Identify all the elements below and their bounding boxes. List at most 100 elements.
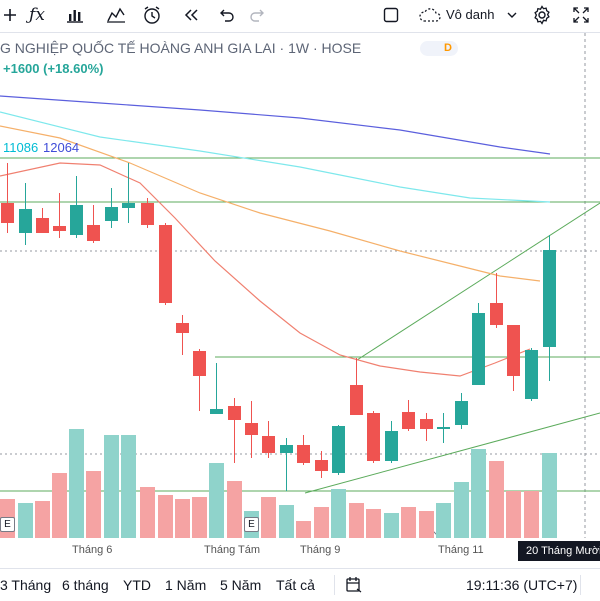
candle-body	[437, 427, 450, 429]
volume-bar	[279, 505, 294, 538]
earnings-event-marker[interactable]: E	[0, 517, 15, 532]
earnings-event-marker[interactable]: E	[244, 517, 259, 532]
candle-body	[367, 413, 380, 461]
volume-bar	[419, 511, 434, 538]
undo-icon[interactable]	[216, 4, 238, 26]
time-axis[interactable]: Tháng 6 Tháng Tám Tháng 9 Tháng 11 20 Th…	[0, 538, 600, 568]
volume-bar	[140, 487, 155, 538]
ma-line-cyan	[0, 111, 551, 203]
time-axis-label: Tháng 9	[300, 544, 341, 556]
volume-bar	[52, 473, 67, 538]
volume-bar	[366, 509, 381, 538]
candle-body	[141, 203, 154, 225]
candle-body	[472, 313, 485, 385]
compare-chart-icon[interactable]	[64, 4, 86, 26]
candle-body	[228, 406, 241, 420]
candle-body	[1, 203, 14, 223]
range-3-months[interactable]: 3 Tháng	[0, 577, 52, 593]
volume-bar	[192, 497, 207, 538]
indicators-fx-icon[interactable]: ƒx	[29, 5, 45, 25]
time-axis-label: Tháng 11	[438, 544, 484, 556]
volume-bar	[158, 495, 173, 538]
volume-bar	[331, 489, 346, 538]
volume-bar	[86, 471, 101, 538]
volume-bar	[454, 482, 469, 538]
expand-icon[interactable]	[570, 4, 592, 26]
date-range-icon[interactable]	[345, 576, 363, 599]
cloud-save-icon[interactable]	[417, 4, 443, 26]
candle-body	[36, 218, 49, 233]
crosshair-date-tag: 20 Tháng Mười	[518, 541, 600, 561]
volume-bar	[489, 461, 504, 538]
candle-body	[262, 436, 275, 453]
volume-bar	[18, 503, 33, 538]
replay-icon[interactable]	[180, 4, 202, 26]
gear-icon[interactable]	[530, 4, 554, 26]
volume-bar	[69, 429, 84, 538]
bottom-range-bar: 3 Tháng 6 tháng YTD 1 Năm 5 Năm Tất cả 1…	[0, 568, 600, 601]
volume-bar	[506, 491, 521, 538]
trend-line	[304, 412, 600, 494]
time-axis-label: Tháng 6	[72, 544, 113, 556]
candle-body	[525, 350, 538, 399]
chart-area[interactable]: G NGHIỆP QUỐC TẾ HOÀNG ANH GIA LAI · 1W …	[0, 33, 600, 538]
volume-bar	[349, 503, 364, 538]
top-toolbar: ƒx Vô danh	[0, 0, 600, 33]
candle-body	[176, 323, 189, 333]
range-ytd[interactable]: YTD	[123, 577, 151, 593]
candle-body	[159, 225, 172, 303]
candle-body	[70, 205, 83, 235]
plus-icon[interactable]	[0, 4, 20, 26]
clock-divider	[580, 575, 581, 595]
candle-body	[105, 207, 118, 221]
volume-bar	[436, 503, 451, 538]
candle-body	[507, 325, 520, 376]
volume-bar	[524, 491, 539, 538]
candle-body	[385, 431, 398, 461]
bar-chart-icon[interactable]	[104, 4, 128, 26]
volume-bar	[121, 435, 136, 538]
candle-body	[53, 226, 66, 231]
ma-value-cyan: 11086	[3, 140, 39, 155]
volume-bar	[227, 481, 242, 538]
volume-bar	[175, 499, 190, 538]
data-status-letter: D	[444, 42, 452, 54]
range-5-years[interactable]: 5 Năm	[220, 577, 262, 593]
chevron-down-icon[interactable]	[504, 4, 520, 26]
range-all[interactable]: Tất cả	[276, 577, 315, 593]
ma-line-orange	[0, 125, 541, 282]
candle-body	[332, 426, 345, 473]
ma-line-blue	[0, 95, 551, 155]
candle-body	[245, 423, 258, 435]
candle-body	[490, 303, 503, 325]
candle-body	[297, 445, 310, 463]
time-axis-label: Tháng Tám	[204, 544, 261, 556]
volume-bar	[261, 497, 276, 538]
range-6-months[interactable]: 6 tháng	[62, 577, 109, 593]
candle-body	[420, 419, 433, 429]
candle-body	[19, 209, 32, 233]
volume-bar	[209, 463, 224, 538]
price-change: +1600 (+18.60%)	[3, 61, 104, 76]
candle-body	[87, 225, 100, 241]
candle-body	[543, 250, 556, 347]
clock-display[interactable]: 19:11:36 (UTC+7)	[466, 577, 578, 593]
ma-value-blue: 12064	[43, 140, 80, 155]
candle-body	[350, 385, 363, 415]
redo-icon[interactable]	[246, 4, 268, 26]
candle-body	[210, 409, 223, 414]
ma-line-red	[0, 162, 531, 377]
candle-body	[280, 445, 293, 453]
candle-body	[315, 460, 328, 471]
range-1-year[interactable]: 1 Năm	[165, 577, 207, 593]
range-divider	[334, 575, 335, 595]
volume-bar	[296, 521, 311, 538]
price-chart-canvas[interactable]	[0, 33, 600, 538]
candle-body	[193, 351, 206, 376]
volume-bar	[401, 507, 416, 538]
volume-bar	[471, 449, 486, 538]
alert-clock-icon[interactable]	[140, 4, 164, 26]
fullscreen-square-icon[interactable]	[380, 4, 402, 26]
layout-name[interactable]: Vô danh	[446, 7, 495, 22]
candle-body	[122, 203, 135, 208]
